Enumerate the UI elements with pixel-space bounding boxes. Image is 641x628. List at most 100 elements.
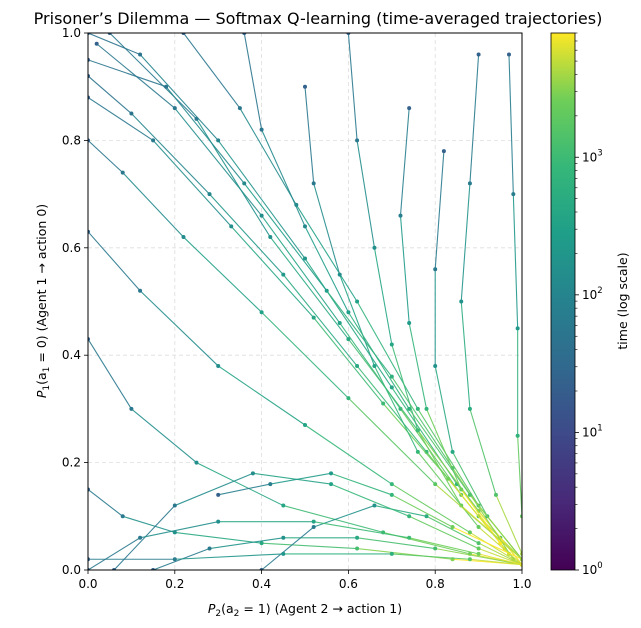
trajectory-segment — [131, 113, 210, 195]
trajectory-segment — [417, 430, 480, 512]
trajectory-point — [467, 557, 472, 562]
trajectory-segment — [347, 311, 410, 410]
trajectory-point — [446, 476, 451, 481]
trajectory-segment — [122, 172, 184, 238]
trajectory-point — [329, 471, 334, 476]
trajectory-segment — [408, 515, 479, 550]
trajectory-point — [259, 541, 264, 546]
trajectory-point — [389, 342, 394, 347]
x-tick-label: 0.4 — [252, 577, 271, 591]
trajectory-segment — [165, 86, 245, 184]
y-tick-label: 1.0 — [62, 26, 81, 40]
trajectory-point — [337, 272, 342, 277]
trajectory-series — [88, 138, 522, 562]
trajectory-segment — [230, 225, 315, 318]
trajectory-series — [398, 106, 503, 546]
trajectory-segment — [139, 521, 219, 539]
trajectory-point — [389, 374, 394, 379]
trajectory-point — [459, 487, 464, 492]
trajectory-segment — [88, 33, 141, 55]
x-axis-label: P2(a2 = 1) (Agent 2 → action 1) — [208, 601, 402, 619]
trajectory-segment — [295, 204, 358, 302]
trajectory-series — [107, 33, 522, 567]
y-axis-label: P1(a1 = 0) (Agent 1 → action 0) — [34, 204, 52, 398]
trajectory-segment — [88, 489, 124, 517]
trajectory-segment — [417, 408, 480, 506]
trajectory-point — [94, 41, 99, 46]
trajectory-series — [112, 471, 522, 570]
trajectory-segment — [434, 151, 445, 270]
trajectory-point — [259, 310, 264, 315]
trajectory-point — [407, 406, 412, 411]
trajectory-segment — [426, 515, 479, 544]
trajectory-point — [281, 535, 286, 540]
trajectory-point — [303, 84, 307, 89]
trajectory-point — [467, 492, 472, 497]
trajectory-segment — [131, 408, 197, 464]
trajectory-segment — [304, 258, 393, 388]
trajectory-segment — [183, 236, 262, 313]
trajectory-segment — [434, 365, 454, 452]
trajectory-segment — [348, 397, 436, 485]
trajectory-segment — [408, 322, 428, 410]
y-tick-label: 0.0 — [62, 563, 81, 577]
trajectory-series — [88, 229, 522, 567]
trajectory-segment — [174, 553, 284, 560]
trajectory-segment — [478, 542, 522, 566]
trajectory-segment — [139, 290, 219, 367]
trajectory-segment — [399, 108, 410, 216]
trajectory-point — [250, 471, 255, 476]
y-tick-label: 0.6 — [62, 241, 81, 255]
trajectory-segment — [304, 424, 393, 485]
trajectory-segment — [270, 472, 332, 485]
trajectory-point — [194, 116, 199, 121]
trajectory-segment — [434, 483, 522, 560]
trajectory-point — [346, 337, 351, 342]
trajectory-point — [372, 363, 377, 368]
trajectory-point — [506, 52, 511, 57]
trajectory-point — [389, 492, 394, 497]
trajectory-segment — [391, 553, 470, 560]
trajectory-segment — [261, 542, 358, 550]
trajectory-point — [281, 551, 286, 556]
trajectory-point — [120, 514, 125, 519]
trajectory-point — [415, 428, 420, 433]
trajectory-segment — [357, 537, 436, 550]
trajectory-segment — [313, 521, 410, 539]
trajectory-point — [303, 423, 307, 428]
trajectory-point — [346, 396, 351, 401]
trajectory-segment — [478, 526, 522, 566]
trajectory-segment — [417, 430, 462, 506]
trajectory-segment — [88, 96, 154, 141]
colorbar-tick-label: 101 — [582, 423, 603, 439]
x-tick-label: 0.8 — [426, 577, 445, 591]
trajectory-point — [476, 541, 481, 546]
trajectory-point — [415, 449, 420, 454]
trajectory-segment — [88, 75, 132, 114]
x-axis-ticks: 0.0 0.2 0.4 0.6 0.8 1.0 — [78, 570, 532, 591]
trajectory-segment — [330, 472, 392, 496]
trajectory-segment — [391, 344, 419, 431]
trajectory-series — [88, 519, 522, 570]
trajectory-segment — [209, 193, 284, 276]
trajectory-segment — [373, 365, 419, 453]
colorbar-tick-label: 103 — [582, 148, 603, 164]
trajectory-segment — [356, 140, 375, 248]
trajectory-point — [242, 181, 247, 186]
trajectory-point — [172, 530, 177, 535]
trajectory-point — [407, 320, 412, 325]
trajectory-series — [459, 52, 522, 556]
trajectory-point — [355, 299, 360, 304]
trajectory-segment — [139, 54, 219, 141]
trajectory-segment — [313, 183, 341, 275]
chart-title: Prisoner’s Dilemma — Softmax Q-learning … — [34, 9, 603, 28]
trajectory-point — [450, 449, 455, 454]
trajectory-point — [337, 320, 342, 325]
trajectory-segment — [183, 33, 241, 109]
trajectory-point — [311, 525, 316, 530]
trajectory-segment — [391, 483, 471, 533]
trajectory-point — [138, 535, 143, 540]
trajectory-segment — [88, 231, 141, 292]
trajectory-segment — [217, 365, 306, 426]
trajectory-segment — [282, 274, 358, 367]
